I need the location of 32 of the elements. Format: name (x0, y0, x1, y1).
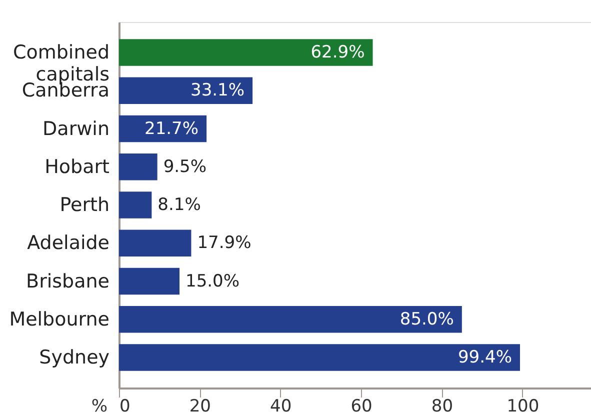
y-tick-label: Perth (60, 194, 110, 216)
data-label: 17.9% (197, 233, 252, 254)
bar (119, 230, 192, 256)
x-tick-label: 20 (189, 396, 212, 416)
y-tick-label: Hobart (44, 156, 110, 178)
x-tick-label: 60 (350, 396, 372, 416)
y-tick-label: Melbourne (9, 308, 110, 330)
data-label: 15.0% (186, 271, 240, 292)
data-label: 9.5% (163, 156, 207, 177)
x-tick-label: 40 (270, 396, 292, 416)
bar (119, 192, 152, 218)
bar (119, 154, 158, 180)
bar (119, 306, 462, 333)
x-tick-label: 100 (506, 396, 540, 416)
y-tick-label: Sydney (39, 346, 110, 368)
y-tick-label: Brisbane (26, 270, 110, 292)
data-label: 33.1% (190, 80, 245, 101)
x-tick-label: 0 (120, 396, 130, 416)
data-label: 21.7% (144, 118, 199, 139)
x-tick-label: 80 (431, 396, 454, 416)
bar (119, 344, 520, 371)
data-label: 99.4% (458, 348, 512, 368)
bar (119, 77, 253, 104)
data-label: 8.1% (158, 195, 201, 215)
y-tick-label: Adelaide (27, 232, 110, 254)
bar (119, 268, 180, 295)
y-tick-label: Darwin (42, 118, 110, 140)
x-axis-title: % (91, 396, 108, 416)
data-label: 62.9% (310, 42, 365, 62)
bar (119, 115, 207, 142)
bar (119, 39, 373, 66)
data-label: 85.0% (400, 309, 454, 330)
